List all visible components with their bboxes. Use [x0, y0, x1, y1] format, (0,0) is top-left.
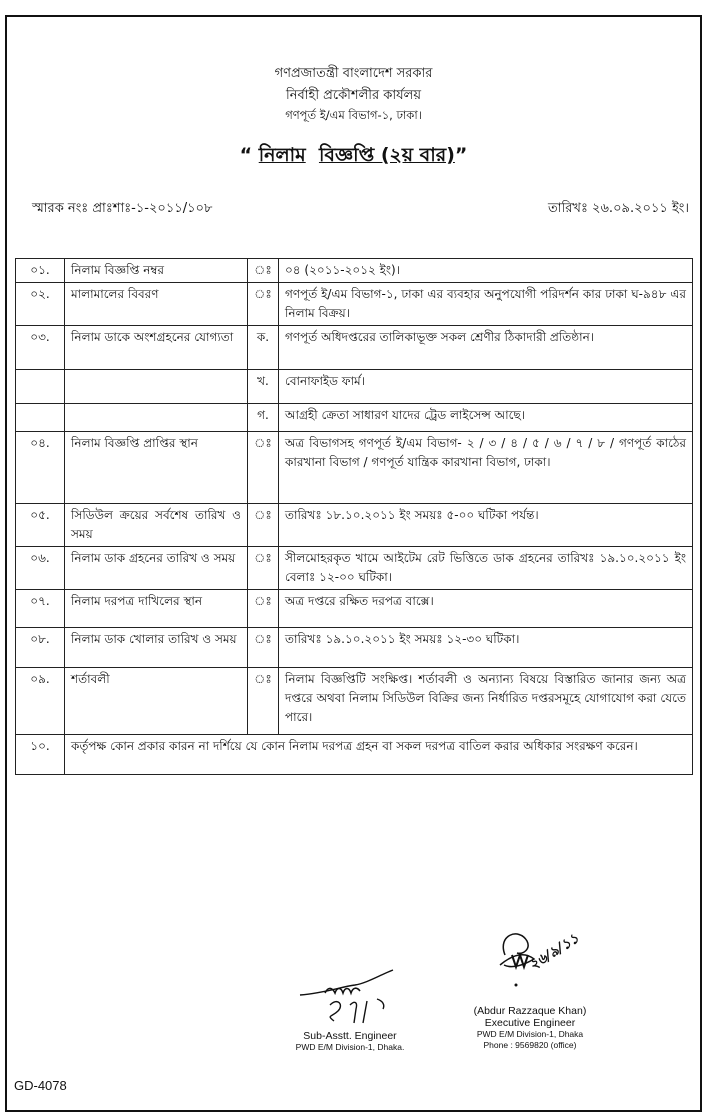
- row-label: শর্তাবলী: [64, 667, 248, 735]
- row-separator: ক.: [247, 325, 279, 370]
- right-signatory-name: (Abdur Razzaque Khan): [473, 1005, 587, 1017]
- memo-number: স্মারক নংঃ প্রাঃশাঃ-১-২০১১/১০৮: [32, 201, 213, 216]
- row-value: ০৪ (২০১১-২০১২ ইং)।: [278, 258, 693, 283]
- issue-date: তারিখঃ ২৬.০৯.২০১১ ইং।: [548, 201, 689, 216]
- right-signatory-office: PWD E/M Division-1, Dhaka: [476, 1029, 584, 1039]
- row-number: ০৪.: [15, 431, 65, 504]
- row-number: ০৭.: [15, 589, 65, 628]
- row-label: [64, 403, 248, 432]
- signature-block-right: ২৬/৯/১১ (Abdur Razzaque Khan) Executive …: [455, 925, 605, 1051]
- row-label: মালামালের বিবরণ: [64, 282, 248, 326]
- row-number: ০৫.: [15, 503, 65, 547]
- row-number: ১০.: [15, 734, 65, 775]
- row-separator: ঃ: [247, 258, 279, 283]
- row-number: ০৯.: [15, 667, 65, 735]
- row-label: নিলাম ডাক খোলার তারিখ ও সময়: [64, 627, 248, 668]
- row-value: অত্র বিভাগসহ গণপূর্ত ই/এম বিভাগ- ২ / ৩ /…: [278, 431, 693, 504]
- table-row: ০৮. নিলাম ডাক খোলার তারিখ ও সময়ঃ তারিখঃ ১…: [15, 627, 693, 668]
- row-label: নিলাম ডাকে অংশগ্রহনের যোগ্যতা: [64, 325, 248, 370]
- notice-table: ০১. নিলাম বিজ্ঞপ্তি নম্বরঃ ০৪ (২০১১-২০১২ ই…: [15, 258, 693, 775]
- row-value: গণপূর্ত অধিদপ্তরের তালিকাভূক্ত সকল শ্রেণ…: [278, 325, 693, 370]
- row-separator: ঃ: [247, 589, 279, 628]
- row-value: নিলাম বিজ্ঞপ্তিটি সংক্ষিপ্ত। শর্তাবলী ও …: [278, 667, 693, 735]
- row-separator: খ.: [247, 369, 279, 404]
- table-row: খ. বোনাফাইড ফার্ম।: [15, 369, 693, 404]
- row-number: ০৮.: [15, 627, 65, 668]
- left-signatory-title: Sub-Asstt. Engineer: [303, 1030, 397, 1042]
- left-signatory-office: PWD E/M Division-1, Dhaka.: [295, 1042, 405, 1052]
- row-separator: ঃ: [247, 503, 279, 547]
- handwritten-signature-right: [499, 933, 536, 987]
- division-name: গণপূর্ত ই/এম বিভাগ-১, ঢাকা।: [285, 108, 422, 122]
- row-number: ০১.: [15, 258, 65, 283]
- quote-open: “: [239, 144, 253, 166]
- table-row: ০৬. নিলাম ডাক গ্রহনের তারিখ ও সময়ঃ সীলমোহ…: [15, 546, 693, 590]
- row-value: গণপূর্ত ই/এম বিভাগ-১, ঢাকা এর ব্যবহার অন…: [278, 282, 693, 326]
- row-value: বোনাফাইড ফার্ম।: [278, 369, 693, 404]
- row-separator: ঃ: [247, 546, 279, 590]
- table-row: ০৭. নিলাম দরপত্র দাখিলের স্থানঃ অত্র দপ্তর…: [15, 589, 693, 628]
- table-row: ১০. কর্তৃপক্ষ কোন প্রকার কারন না দর্শিয়ে…: [15, 734, 693, 775]
- table-row: ০৯. শর্তাবলীঃ নিলাম বিজ্ঞপ্তিটি সংক্ষিপ্ত।…: [15, 667, 693, 735]
- table-row: ০৩. নিলাম ডাকে অংশগ্রহনের যোগ্যতা ক. গণপূর্…: [15, 325, 693, 370]
- table-row: ০৪. নিলাম বিজ্ঞপ্তি প্রাপ্তির স্থানঃ অত্র …: [15, 431, 693, 504]
- row-label: নিলাম বিজ্ঞপ্তি নম্বর: [64, 258, 248, 283]
- row-label: নিলাম বিজ্ঞপ্তি প্রাপ্তির স্থান: [64, 431, 248, 504]
- document-border: [5, 15, 702, 1112]
- row-label: [64, 369, 248, 404]
- row-value: সীলমোহরকৃত খামে আইটেম রেট ভিত্তিতে ডাক গ…: [278, 546, 693, 590]
- title-word-2: বিজ্ঞপ্তি (২য় বার): [318, 144, 455, 166]
- row-value: তারিখঃ ১৮.১০.২০১১ ইং সময়ঃ ৫-০০ ঘটিকা পর…: [278, 503, 693, 547]
- signature-block-left: Sub-Asstt. Engineer PWD E/M Division-1, …: [285, 965, 415, 1053]
- row-label: সিডিউল ক্রয়ের সর্বশেষ তারিখ ও সময়: [64, 503, 248, 547]
- government-name: গণপ্রজাতন্ত্রী বাংলাদেশ সরকার: [274, 66, 433, 81]
- right-signatory-title: Executive Engineer: [484, 1017, 576, 1029]
- row-separator: ঃ: [247, 282, 279, 326]
- table-row: ০১. নিলাম বিজ্ঞপ্তি নম্বরঃ ০৪ (২০১১-২০১২ ই…: [15, 258, 693, 283]
- row-label: নিলাম ডাক গ্রহনের তারিখ ও সময়: [64, 546, 248, 590]
- table-row: ০২. মালামালের বিবরণঃ গণপূর্ত ই/এম বিভাগ-১,…: [15, 282, 693, 326]
- row-separator: ঃ: [247, 667, 279, 735]
- row-number: ০৩.: [15, 325, 65, 370]
- row-label: নিলাম দরপত্র দাখিলের স্থান: [64, 589, 248, 628]
- row-value: কর্তৃপক্ষ কোন প্রকার কারন না দর্শিয়ে যে…: [64, 734, 693, 775]
- row-separator: গ.: [247, 403, 279, 432]
- row-value: তারিখঃ ১৯.১০.২০১১ ইং সময়ঃ ১২-৩০ ঘটিকা।: [278, 627, 693, 668]
- right-signatory-phone: Phone : 9569820 (office): [483, 1040, 577, 1050]
- row-number: ০৬.: [15, 546, 65, 590]
- page-title: “ নিলাম বিজ্ঞপ্তি (২য় বার)”: [0, 141, 707, 173]
- row-separator: ঃ: [247, 431, 279, 504]
- row-number: [15, 403, 65, 432]
- title-word-1: নিলাম: [258, 144, 306, 166]
- table-row: ০৫. সিডিউল ক্রয়ের সর্বশেষ তারিখ ও সময়ঃ ত…: [15, 503, 693, 547]
- footer-code: GD-4078: [14, 1078, 67, 1093]
- office-name: নির্বাহী প্রকৌশলীর কার্যলয়: [286, 88, 421, 103]
- table-row: গ. আগ্রহী ক্রেতা সাধারণ যাদের ট্রেড লাইসে…: [15, 403, 693, 432]
- quote-close: ”: [454, 144, 468, 166]
- row-value: আগ্রহী ক্রেতা সাধারণ যাদের ট্রেড লাইসেন্…: [278, 403, 693, 432]
- row-number: [15, 369, 65, 404]
- row-value: অত্র দপ্তরে রক্ষিত দরপত্র বাক্সে।: [278, 589, 693, 628]
- row-number: ০২.: [15, 282, 65, 326]
- handwritten-signature-left: [299, 969, 394, 1024]
- row-separator: ঃ: [247, 627, 279, 668]
